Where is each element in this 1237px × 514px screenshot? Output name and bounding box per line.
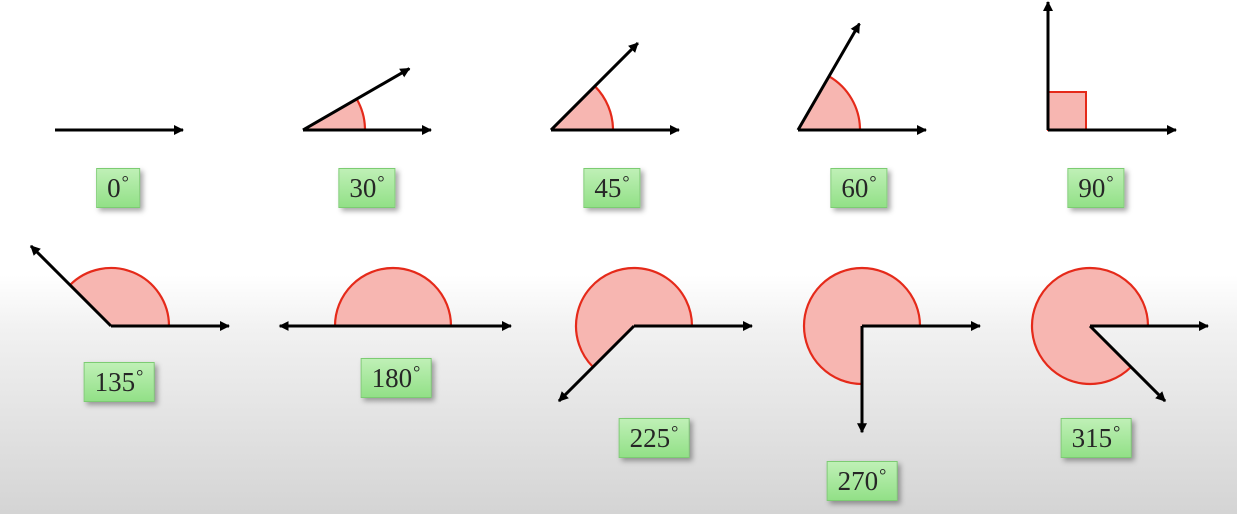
terminal-ray <box>29 244 113 328</box>
angle-sector <box>335 268 451 326</box>
angle-225 <box>557 266 753 403</box>
right-angle-marker <box>1047 91 1087 131</box>
terminal-ray <box>1088 324 1167 403</box>
degree-symbol: ° <box>1106 172 1114 192</box>
angle-value: 0 <box>107 173 121 203</box>
angle-arc <box>594 85 615 131</box>
angle-label-270: 270° <box>826 461 898 501</box>
degree-symbol: ° <box>121 172 129 192</box>
angle-label-90: 90° <box>1067 168 1125 208</box>
angle-value: 60 <box>841 173 869 203</box>
angle-label-0: 0° <box>96 168 140 208</box>
degree-symbol: ° <box>413 362 421 382</box>
angle-value: 45 <box>594 173 622 203</box>
degree-symbol: ° <box>1113 422 1121 442</box>
angle-sector <box>69 268 169 326</box>
degree-symbol: ° <box>136 366 144 386</box>
angle-arc <box>69 266 171 327</box>
terminal-ray <box>302 67 411 132</box>
degree-symbol: ° <box>671 422 679 442</box>
angle-45 <box>549 42 680 135</box>
angle-sector <box>575 267 692 368</box>
degree-symbol: ° <box>377 172 385 192</box>
degree-symbol: ° <box>869 172 877 192</box>
angle-90 <box>1043 1 1177 135</box>
angle-value: 135 <box>94 367 136 397</box>
angle-label-225: 225° <box>618 418 690 458</box>
angle-60 <box>796 22 927 135</box>
degree-symbol: ° <box>622 172 630 192</box>
angle-label-135: 135° <box>83 362 155 402</box>
angle-arc <box>333 266 453 327</box>
angle-180 <box>278 266 512 331</box>
angle-value: 180 <box>371 363 413 393</box>
angle-label-315: 315° <box>1060 418 1132 458</box>
angle-sector <box>798 76 860 130</box>
angle-arc <box>1030 266 1150 386</box>
angle-label-60: 60° <box>830 168 888 208</box>
angle-label-180: 180° <box>360 358 432 398</box>
angle-sector <box>551 86 613 130</box>
terminal-ray <box>549 42 639 132</box>
angle-270 <box>802 266 981 434</box>
angle-value: 225 <box>629 423 671 453</box>
angle-value: 90 <box>1078 173 1106 203</box>
angle-arc <box>574 266 694 368</box>
terminal-ray <box>557 324 636 403</box>
angle-label-30: 30° <box>338 168 396 208</box>
angle-value: 315 <box>1071 423 1113 453</box>
angle-value: 270 <box>837 466 879 496</box>
angle-30 <box>302 67 432 135</box>
terminal-ray <box>796 22 861 131</box>
angle-135 <box>29 244 230 331</box>
angle-value: 30 <box>349 173 377 203</box>
degree-symbol: ° <box>879 465 887 485</box>
angle-arc <box>802 266 922 386</box>
angle-315 <box>1030 266 1209 403</box>
angle-label-45: 45° <box>583 168 641 208</box>
angle-arc <box>828 75 862 131</box>
